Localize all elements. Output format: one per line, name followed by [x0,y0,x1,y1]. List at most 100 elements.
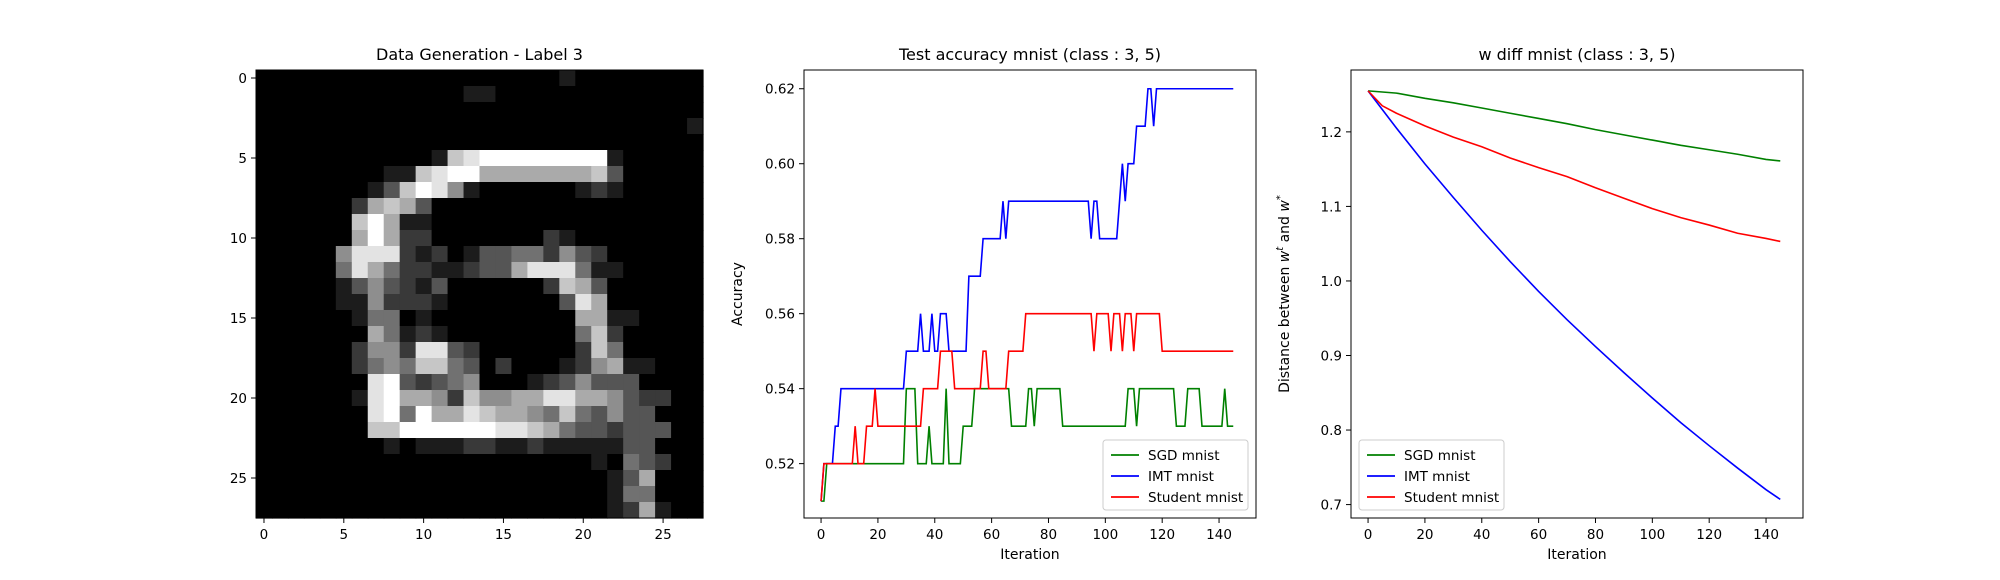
pixel-cell [335,470,353,487]
pixel-cell [287,182,305,199]
pixel-cell [431,294,449,311]
pixel-cell [607,86,624,103]
chart-title: Data Generation - Label 3 [376,45,583,64]
pixel-cell [607,358,624,375]
pixel-cell [607,214,624,231]
pixel-cell [415,390,433,407]
pixel-cell [287,246,305,263]
pixel-cell [591,454,608,471]
pixel-cell [687,70,704,87]
pixel-cell [479,406,497,423]
pixel-cell [463,470,481,487]
pixel-cell [591,166,608,183]
pixel-cell [351,214,369,231]
pixel-cell [256,102,273,119]
pixel-cell [543,294,560,311]
pixel-cell [655,278,672,295]
pixel-cell [463,406,481,423]
pixel-cell [271,374,289,391]
pixel-cell [256,438,273,455]
pixel-cell [367,342,385,359]
pixel-cell [655,294,672,311]
pixel-cell [479,358,497,375]
pixel-cell [463,86,481,103]
series-line-sgd-mnist [1367,90,1781,162]
pixel-cell [399,294,417,311]
pixel-cell [687,118,704,135]
x-tick-label: 10 [415,527,432,543]
pixel-cell [543,358,560,375]
pixel-cell [543,134,560,151]
pixel-cell [335,486,353,503]
pixel-cell [575,150,592,167]
pixel-cell [383,326,401,343]
pixel-cell [447,214,465,231]
pixel-cell [367,438,385,455]
pixel-cell [575,310,592,327]
pixel-cell [671,502,688,519]
pixel-cell [623,118,640,135]
pixel-cell [623,326,640,343]
pixel-cell [479,502,497,519]
pixel-cell [447,358,465,375]
pixel-cell [399,166,417,183]
pixel-cell [367,230,385,247]
test-accuracy-panel: Test accuracy mnist (class : 3, 5) 0 20 40 6… [730,45,1257,563]
pixel-cell [495,214,513,231]
pixel-cell [607,134,624,151]
pixel-cell [559,70,576,87]
pixel-cell [256,390,273,407]
pixel-cell [527,182,544,199]
pixel-cell [431,454,449,471]
pixel-cell [431,278,449,295]
pixel-cell [511,310,528,327]
pixel-cell [639,486,656,503]
pixel-cell [271,358,289,375]
series-group [820,87,1234,502]
pixel-cell [591,246,608,263]
pixel-cell [671,70,688,87]
pixel-cell [479,70,497,87]
pixel-cell [511,182,528,199]
pixel-cell [256,214,273,231]
pixel-cell [543,486,560,503]
pixel-cell [303,438,321,455]
pixel-cell [687,454,704,471]
pixel-cell [687,342,704,359]
pixel-cell [559,358,576,375]
pixel-cell [687,102,704,119]
pixel-cell [559,198,576,215]
x-tick-label: 80 [1040,527,1057,543]
pixel-cell [671,230,688,247]
pixel-cell [671,262,688,279]
pixel-cell [623,470,640,487]
pixel-cell [671,422,688,439]
pixel-cell [607,118,624,135]
pixel-cell [335,86,353,103]
pixel-cell [399,102,417,119]
pixel-cell [447,150,465,167]
pixel-cell [271,246,289,263]
pixel-cell [527,454,544,471]
pixel-cell [319,374,337,391]
pixel-cell [271,102,289,119]
pixel-cell [607,374,624,391]
legend-label: Student mnist [1148,490,1243,506]
y-tick-label: 0.52 [765,457,795,473]
pixel-cell [639,278,656,295]
pixel-cell [591,390,608,407]
pixel-cell [623,166,640,183]
pixel-cell [543,406,560,423]
pixel-cell [271,166,289,183]
pixel-cell [655,390,672,407]
pixel-cell [607,102,624,119]
pixel-cell [287,86,305,103]
pixel-cell [415,214,433,231]
pixel-cell [671,390,688,407]
pixel-cell [431,406,449,423]
pixel-cell [303,486,321,503]
pixel-cell [479,326,497,343]
pixel-cell [543,262,560,279]
y-tick-label: 0.54 [765,382,795,398]
pixel-cell [575,134,592,151]
